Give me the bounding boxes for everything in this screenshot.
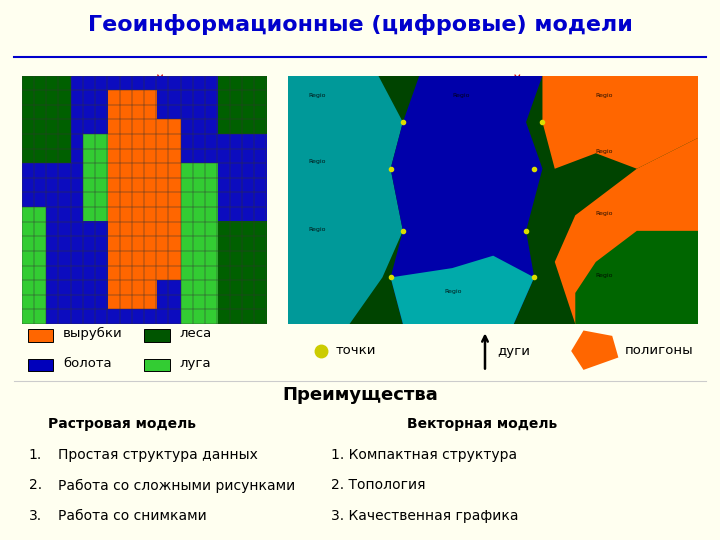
- Text: болота: болота: [63, 356, 112, 370]
- Bar: [27, 359, 53, 372]
- Text: Геоинформационные (цифровые) модели: Геоинформационные (цифровые) модели: [88, 14, 632, 35]
- Text: Regio: Regio: [308, 93, 326, 98]
- Text: Regio: Regio: [308, 227, 326, 232]
- Text: Работа со сложными рисунками: Работа со сложными рисунками: [58, 478, 295, 492]
- Text: 2. Топология: 2. Топология: [331, 478, 426, 492]
- Text: 3. Качественная графика: 3. Качественная графика: [331, 509, 518, 523]
- Polygon shape: [288, 76, 403, 324]
- Text: Векторная модель: Векторная модель: [408, 417, 557, 431]
- Text: полигоны: полигоны: [624, 345, 693, 357]
- Text: луга: луга: [179, 356, 211, 370]
- Text: точки: точки: [336, 345, 376, 357]
- Polygon shape: [554, 138, 698, 324]
- Text: Работа со снимками: Работа со снимками: [58, 509, 207, 523]
- Text: растровый вид: растровый вид: [55, 74, 211, 92]
- Polygon shape: [575, 231, 698, 324]
- Polygon shape: [571, 330, 618, 370]
- Text: Regio: Regio: [596, 93, 613, 98]
- Text: 2.: 2.: [29, 478, 42, 492]
- Text: леса: леса: [179, 327, 212, 340]
- Polygon shape: [391, 255, 534, 324]
- Text: Regio: Regio: [308, 159, 326, 164]
- Text: Растровая модель: Растровая модель: [48, 417, 197, 431]
- Text: дуги: дуги: [498, 345, 531, 357]
- Bar: [27, 329, 53, 342]
- Text: векторный вид: векторный вид: [411, 74, 568, 92]
- Text: Простая структура данных: Простая структура данных: [58, 448, 258, 462]
- Text: 1.: 1.: [29, 448, 42, 462]
- Text: 1. Компактная структура: 1. Компактная структура: [331, 448, 518, 462]
- Bar: [144, 359, 170, 372]
- Bar: [144, 329, 170, 342]
- Text: вырубки: вырубки: [63, 327, 123, 340]
- Text: Regio: Regio: [596, 273, 613, 279]
- Text: Regio: Regio: [452, 93, 469, 98]
- Text: Преимущества: Преимущества: [282, 386, 438, 404]
- Polygon shape: [391, 76, 542, 324]
- Text: Regio: Regio: [596, 149, 613, 154]
- Polygon shape: [288, 76, 698, 324]
- Polygon shape: [419, 76, 698, 168]
- Text: Regio: Regio: [444, 289, 462, 294]
- Text: Regio: Regio: [596, 211, 613, 217]
- Text: 3.: 3.: [29, 509, 42, 523]
